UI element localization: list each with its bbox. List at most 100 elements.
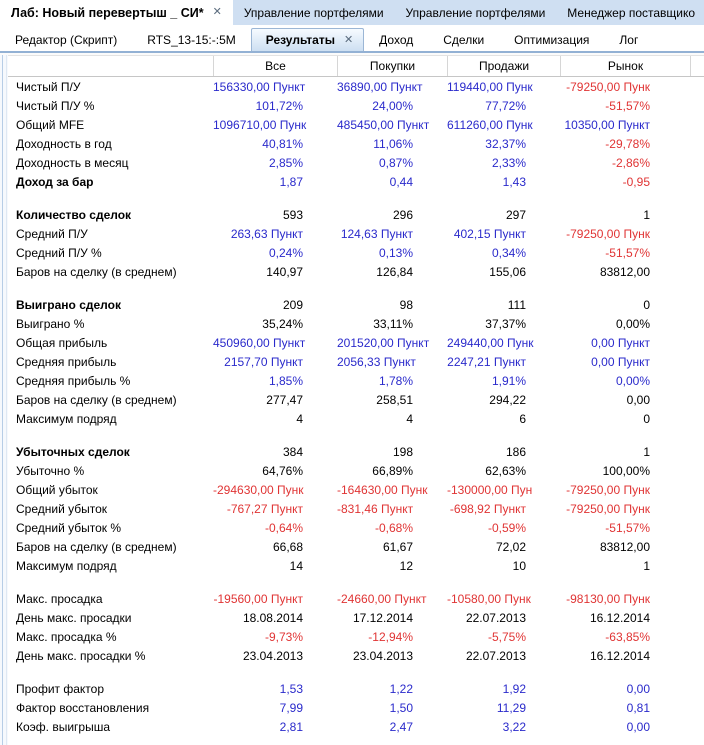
- value-cell: 111: [507, 297, 526, 312]
- table-row: Убыточно % 64,76% 66,89% 62,63% 100,00%: [8, 461, 704, 480]
- value-cell: 0,34%: [491, 245, 526, 260]
- value-cell: 22.07.2013: [465, 610, 526, 625]
- value-cell: 0,00: [626, 392, 650, 407]
- value-cell: -19560,00 Пункт: [213, 591, 303, 606]
- row-label: Средний П/У: [16, 226, 88, 241]
- value-cell: -79250,00 Пунк: [566, 79, 650, 94]
- row-label: День макс. просадки %: [16, 648, 146, 663]
- value-cell: 0: [643, 297, 650, 312]
- window-tab-lab[interactable]: Лаб: Новый перевертыш _ СИ* ✕: [0, 0, 233, 25]
- table-row: Средний П/У % 0,24% 0,13% 0,34% -51,57%: [8, 243, 704, 262]
- window-tab-provider-manager[interactable]: Менеджер поставщико: [556, 0, 704, 25]
- value-cell: -79250,00 Пунк: [566, 226, 650, 241]
- value-cell: 0,87%: [378, 155, 413, 170]
- table-row: Доход за бар 1,87 0,44 1,43 -0,95: [8, 172, 704, 191]
- value-cell: 249440,00 Пунк: [447, 335, 534, 350]
- row-label: Коэф. выигрыша: [16, 719, 111, 734]
- value-cell: 18.08.2014: [242, 610, 303, 625]
- column-header[interactable]: Покупки: [337, 56, 447, 76]
- column-header[interactable]: Рынок: [560, 56, 690, 76]
- value-cell: 12: [399, 558, 413, 573]
- value-cell: 36890,00 Пункт: [337, 79, 423, 94]
- value-cell: 0,44: [389, 174, 413, 189]
- value-cell: 16.12.2014: [589, 610, 650, 625]
- value-cell: 1: [643, 558, 650, 573]
- tab-trades[interactable]: Сделки: [428, 28, 499, 51]
- tab-editor[interactable]: Редактор (Скрипт): [0, 28, 132, 51]
- row-label: Доходность в месяц: [16, 155, 129, 170]
- value-cell: 6: [519, 411, 526, 426]
- window-tab-portfolio-manager-1[interactable]: Управление портфелями: [233, 0, 395, 25]
- section-gap: [8, 428, 704, 442]
- value-cell: 140,97: [266, 264, 303, 279]
- value-cell: 11,06%: [373, 136, 413, 151]
- value-cell: -63,85%: [605, 629, 650, 644]
- close-icon[interactable]: ✕: [343, 33, 354, 46]
- value-cell: 294,22: [489, 392, 526, 407]
- value-cell: 61,67: [382, 539, 413, 554]
- value-cell: 263,63 Пункт: [230, 226, 303, 241]
- value-cell: 0: [643, 411, 650, 426]
- value-cell: 14: [289, 558, 303, 573]
- table-row: День макс. просадки 18.08.2014 17.12.2014 2…: [8, 608, 704, 627]
- value-cell: -767,27 Пункт: [226, 501, 303, 516]
- tab-label: Лог: [619, 33, 639, 47]
- value-cell: 2157,70 Пункт: [224, 354, 303, 369]
- value-cell: 35,24%: [262, 316, 303, 331]
- value-cell: -831,46 Пункт: [337, 501, 414, 516]
- value-cell: 0,00 Пункт: [591, 354, 650, 369]
- value-cell: 40,81%: [262, 136, 303, 151]
- value-cell: 66,68: [272, 539, 303, 554]
- value-cell: -9,73%: [264, 629, 303, 644]
- row-label: Общий MFE: [16, 117, 85, 132]
- table-row: Максимум подряд 14 12 10 1: [8, 556, 704, 575]
- value-cell: 17.12.2014: [352, 610, 413, 625]
- value-cell: 198: [392, 444, 413, 459]
- value-cell: 384: [282, 444, 303, 459]
- row-label: Убыточных сделок: [16, 444, 130, 459]
- value-cell: 0,24%: [268, 245, 303, 260]
- value-cell: 1,78%: [378, 373, 413, 388]
- row-label: Максимум подряд: [16, 411, 117, 426]
- value-cell: 83812,00: [599, 539, 650, 554]
- table-row: Максимум подряд 4 4 6 0: [8, 409, 704, 428]
- value-cell: 7,99: [279, 700, 303, 715]
- close-icon[interactable]: ✕: [212, 6, 222, 18]
- value-cell: -0,68%: [374, 520, 413, 535]
- row-label: Общая прибыль: [16, 335, 108, 350]
- column-header[interactable]: Все: [213, 56, 337, 76]
- value-cell: -12,94%: [368, 629, 413, 644]
- tab-income[interactable]: Доход: [364, 28, 428, 51]
- table-row: Средний убыток -767,27 Пункт -831,46 Пункт…: [8, 499, 704, 518]
- table-row: Доходность в год 40,81% 11,06% 32,37% -29,78…: [8, 134, 704, 153]
- value-cell: -164630,00 Пунк: [337, 482, 428, 497]
- table-row: Общий убыток -294630,00 Пунк -164630,00 Пу…: [8, 480, 704, 499]
- table-row: Выиграно % 35,24% 33,11% 37,37% 0,00%: [8, 314, 704, 333]
- value-cell: 22.07.2013: [465, 648, 526, 663]
- value-cell: 126,84: [376, 264, 413, 279]
- window-tab-portfolio-manager-2[interactable]: Управление портфелями: [395, 0, 557, 25]
- table-row: Убыточных сделок 384 198 186 1: [8, 442, 704, 461]
- value-cell: 1096710,00 Пунк: [213, 117, 307, 132]
- column-header[interactable]: Продажи: [447, 56, 560, 76]
- value-cell: 0,00: [626, 719, 650, 734]
- value-cell: 33,11%: [373, 316, 413, 331]
- value-cell: 297: [505, 207, 526, 222]
- tab-label: Сделки: [443, 33, 485, 47]
- section-gap: [8, 575, 704, 589]
- table-row: Чистый П/У 156330,00 Пункт 36890,00 Пункт 1…: [8, 77, 704, 96]
- tab-log[interactable]: Лог: [604, 28, 653, 51]
- tab-optimization[interactable]: Оптимизация: [499, 28, 604, 51]
- column-header-empty: [690, 56, 704, 76]
- value-cell: 1,85%: [268, 373, 303, 388]
- results-table: Все Покупки Продажи Рынок Чистый П/У 156330,0…: [8, 56, 704, 736]
- row-label: Чистый П/У: [16, 79, 81, 94]
- tab-symbol[interactable]: RTS_13-15:-:5M: [132, 28, 250, 51]
- value-cell: -130000,00 Пун: [447, 482, 533, 497]
- value-cell: 119440,00 Пунк: [447, 79, 533, 94]
- value-cell: 98: [399, 297, 413, 312]
- tab-results[interactable]: Результаты ✕: [250, 28, 365, 51]
- value-cell: 450960,00 Пункт: [213, 335, 306, 350]
- value-cell: 2247,21 Пункт: [447, 354, 526, 369]
